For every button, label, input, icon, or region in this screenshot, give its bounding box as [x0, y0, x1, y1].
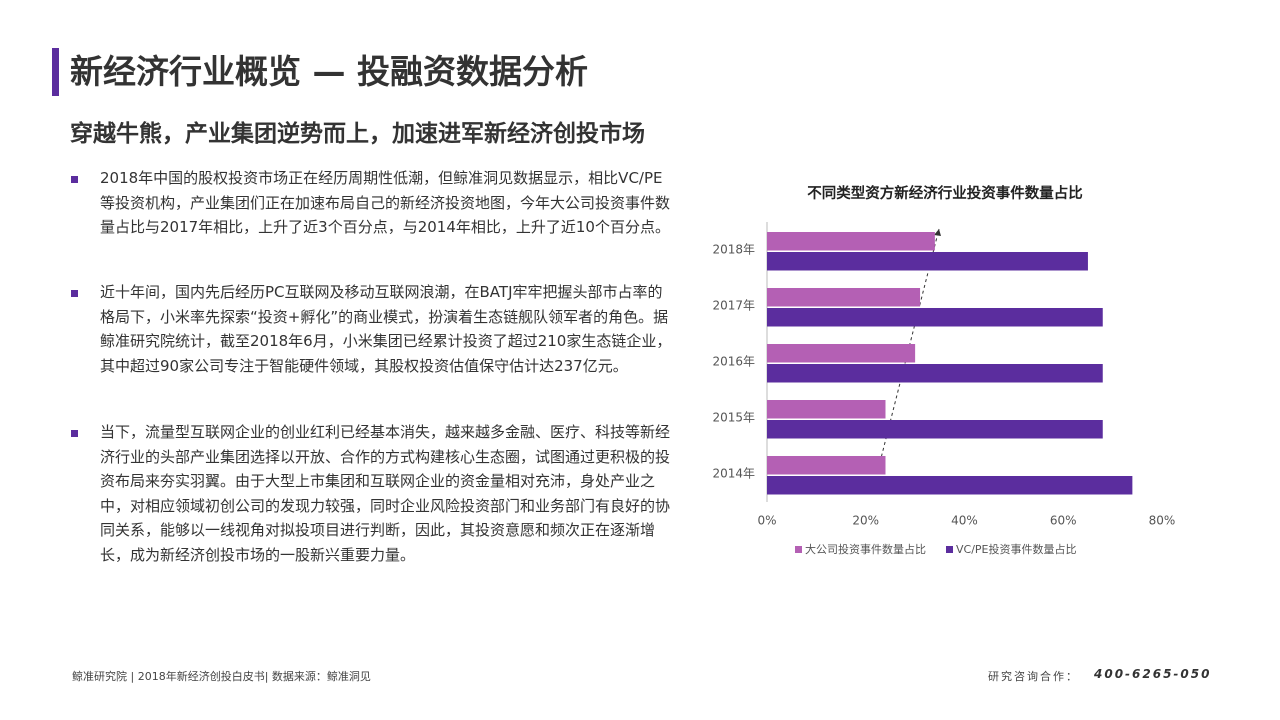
bar	[767, 308, 1103, 327]
bar	[767, 476, 1133, 495]
bar	[767, 456, 886, 475]
bullet-text: 近十年间，国内先后经历PC互联网及移动互联网浪潮，在BATJ牢牢把握头部市占率的…	[100, 283, 672, 375]
legend-label: 大公司投资事件数量占比	[805, 542, 926, 556]
bar	[767, 364, 1103, 383]
x-tick-label: 20%	[852, 514, 879, 528]
bar	[767, 252, 1088, 271]
bullet-icon	[71, 176, 78, 183]
y-tick-label: 2015年	[712, 411, 755, 425]
x-tick-label: 60%	[1050, 514, 1077, 528]
x-tick-label: 0%	[757, 514, 776, 528]
bar	[767, 420, 1103, 439]
arrow-head	[934, 229, 941, 236]
bar	[767, 232, 935, 251]
footer-phone: 400-6265-050	[1094, 667, 1212, 681]
bullet-icon	[71, 290, 78, 297]
y-tick-label: 2014年	[712, 467, 755, 481]
y-tick-label: 2018年	[712, 243, 755, 257]
x-tick-label: 40%	[951, 514, 978, 528]
legend-swatch	[795, 546, 802, 553]
y-tick-label: 2016年	[712, 355, 755, 369]
y-tick-label: 2017年	[712, 299, 755, 313]
bullet-icon	[71, 430, 78, 437]
footer-source: 鲸准研究院 | 2018年新经济创投白皮书| 数据来源：鲸准洞见	[72, 670, 371, 683]
bullet-text: 当下，流量型互联网企业的创业红利已经基本消失，越来越多金融、医疗、科技等新经济行…	[100, 423, 671, 564]
subtitle: 穿越牛熊，产业集团逆势而上，加速进军新经济创投市场	[70, 121, 645, 147]
chart-title: 不同类型资方新经济行业投资事件数量占比	[807, 184, 1083, 202]
title: 新经济行业概览 — 投融资数据分析	[70, 52, 588, 91]
bar	[767, 288, 921, 307]
title-accent	[52, 48, 59, 96]
footer-contact-label: 研究咨询合作：	[988, 670, 1079, 683]
bullet-text: 2018年中国的股权投资市场正在经历周期性低潮，但鲸准洞见数据显示，相比VC/P…	[100, 169, 671, 236]
bar	[767, 344, 916, 363]
legend-label: VC/PE投资事件数量占比	[956, 542, 1077, 556]
bar	[767, 400, 886, 419]
x-tick-label: 80%	[1149, 514, 1176, 528]
legend-swatch	[946, 546, 953, 553]
